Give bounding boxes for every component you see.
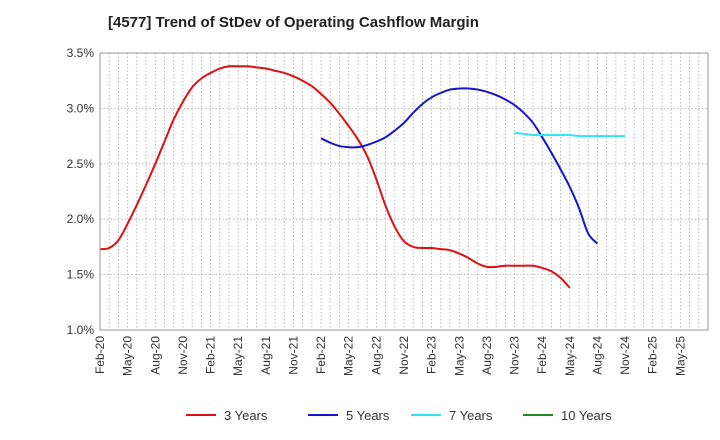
x-tick-label: Feb-20 [93, 336, 107, 374]
y-tick-label: 1.5% [67, 268, 95, 282]
x-tick-label: Nov-23 [508, 336, 522, 375]
series-layer [99, 65, 626, 289]
grid-layer [100, 53, 708, 330]
chart-legend: 3 Years 5 Years 7 Years 10 Years [186, 408, 612, 423]
y-tick-label: 3.0% [67, 101, 95, 115]
x-tick-label: Nov-20 [176, 336, 190, 375]
x-tick-label: Nov-22 [397, 336, 411, 375]
y-tick-label: 2.5% [67, 157, 95, 171]
legend-label-5-years: 5 Years [346, 408, 390, 423]
x-tick-label: Nov-24 [618, 336, 632, 375]
chart-title: [4577] Trend of StDev of Operating Cashf… [108, 14, 479, 31]
x-tick-label: May-23 [452, 336, 466, 376]
x-tick-label: May-20 [121, 336, 135, 376]
x-tick-label: May-25 [673, 336, 687, 376]
plot-area-frame [99, 52, 709, 331]
x-tick-label: Aug-21 [259, 336, 273, 375]
x-tick-label: May-22 [342, 336, 356, 376]
x-tick-label: Aug-24 [590, 336, 604, 375]
x-tick-label: Aug-22 [369, 336, 383, 375]
series-line-7-years [514, 131, 626, 138]
x-tick-label: Feb-24 [535, 336, 549, 374]
series-line-5-years [320, 87, 599, 245]
x-tick-label: May-24 [563, 336, 577, 376]
series-line-3-years [99, 65, 571, 289]
x-tick-label: Feb-23 [425, 336, 439, 374]
y-tick-label: 3.5% [67, 46, 95, 60]
x-tick-label: Feb-25 [646, 336, 660, 374]
axis-layer: 1.0% 1.5% 2.0% 2.5% 3.0% 3.5% Feb-20 May-20 Aug-… [67, 46, 709, 376]
x-tick-label: May-21 [231, 336, 245, 376]
legend-label-10-years: 10 Years [561, 408, 612, 423]
x-tick-label: Feb-22 [314, 336, 328, 374]
x-tick-label: Nov-21 [286, 336, 300, 375]
legend-label-3-years: 3 Years [224, 408, 268, 423]
y-tick-label: 1.0% [67, 323, 95, 337]
legend-label-7-years: 7 Years [449, 408, 493, 423]
x-tick-label: Aug-23 [480, 336, 494, 375]
x-tick-label: Aug-20 [148, 336, 162, 375]
y-tick-label: 2.0% [67, 212, 95, 226]
x-tick-label: Feb-21 [204, 336, 218, 374]
